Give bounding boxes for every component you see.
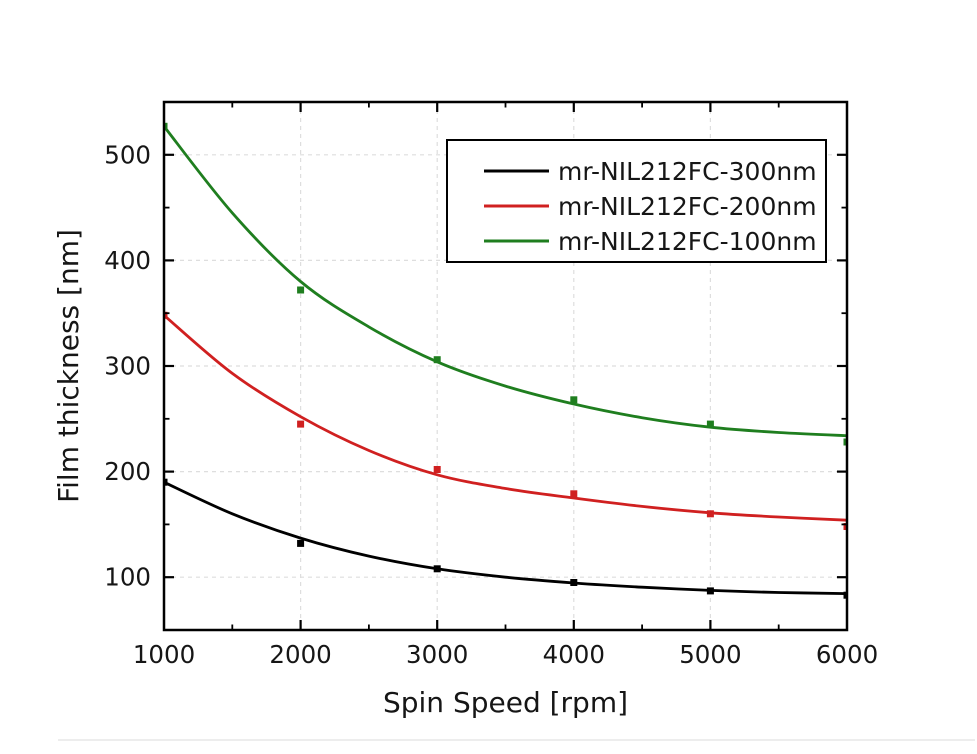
y-tick-label: 500 <box>104 140 151 169</box>
y-tick-label: 400 <box>104 246 151 275</box>
legend-label: mr-NIL212FC-200nm <box>558 192 817 221</box>
x-tick-label: 1000 <box>133 640 195 669</box>
x-tick-label: 3000 <box>406 640 468 669</box>
legend-label: mr-NIL212FC-100nm <box>558 227 817 256</box>
data-points-2 <box>164 122 847 446</box>
data-point <box>570 490 578 498</box>
data-point <box>706 587 714 595</box>
data-point <box>297 420 305 428</box>
data-points-1 <box>164 311 847 530</box>
tick-labels: 1000 2000 3000 4000 5000 6000 100 200 300 400 500 <box>104 140 878 669</box>
data-points-0 <box>164 478 847 599</box>
x-tick-label: 2000 <box>269 640 331 669</box>
data-point <box>164 122 168 130</box>
fit-curve-0 <box>164 480 847 595</box>
data-point <box>433 565 441 573</box>
legend-entry-2: mr-NIL212FC-100nm <box>484 227 817 256</box>
data-point <box>433 466 441 473</box>
data-point <box>570 579 578 586</box>
legend: mr-NIL212FC-300nm mr-NIL212FC-200nm mr-NIL… <box>446 139 827 263</box>
data-point <box>164 311 168 319</box>
y-axis-label: Film thickness [nm] <box>52 229 85 503</box>
data-point <box>164 478 168 486</box>
fit-curve-2 <box>164 124 847 438</box>
data-point <box>706 510 714 518</box>
data-point <box>570 396 578 404</box>
data-point <box>843 523 847 530</box>
y-tick-label: 100 <box>104 563 151 592</box>
y-tick-label: 200 <box>104 457 151 486</box>
x-tick-label: 6000 <box>816 640 878 669</box>
y-tick-label: 300 <box>104 352 151 381</box>
data-point <box>297 539 305 547</box>
data-point <box>706 420 714 428</box>
legend-label: mr-NIL212FC-300nm <box>558 157 817 186</box>
x-axis-label: Spin Speed [rpm] <box>383 686 628 719</box>
data-point <box>433 356 441 364</box>
fit-curve-1 <box>164 313 847 522</box>
plot-frame <box>162 100 849 632</box>
data-point <box>843 591 847 599</box>
x-tick-label: 4000 <box>543 640 605 669</box>
data-point <box>297 286 305 294</box>
bottom-hairline <box>58 739 975 741</box>
data-point <box>843 438 847 446</box>
x-tick-label: 5000 <box>679 640 741 669</box>
legend-entry-1: mr-NIL212FC-200nm <box>484 192 817 221</box>
legend-entry-0: mr-NIL212FC-300nm <box>484 157 817 186</box>
